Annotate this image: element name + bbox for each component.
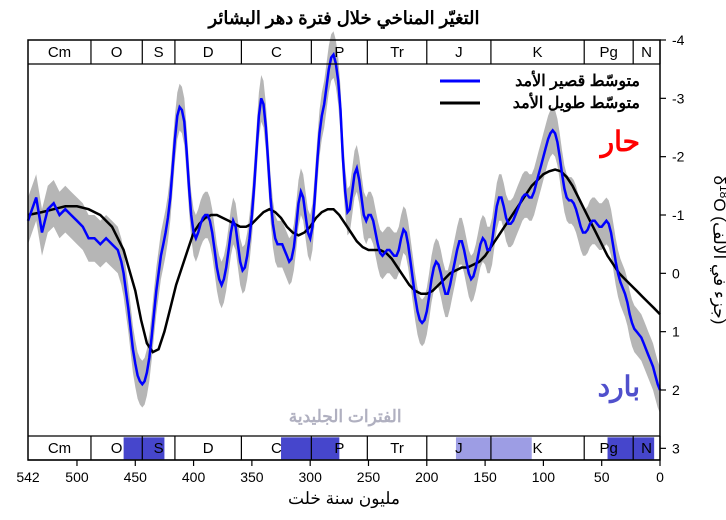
period-Tr: Tr (390, 440, 404, 457)
chart-container: CmOSDCPTrJKPgNCmOSDCPTrJKPgN500450400350… (0, 0, 726, 520)
legend-short: متوسّط قصير الأمد (515, 70, 640, 91)
period-D: D (203, 44, 214, 61)
y-axis-label: δ18O (جزء في الألف) (709, 176, 726, 325)
period-S: S (154, 44, 164, 61)
y-tick: 0 (672, 265, 680, 281)
period-O: O (111, 44, 123, 61)
period-Cm: Cm (48, 44, 71, 61)
period-S: S (154, 440, 164, 457)
y-tick: -2 (672, 149, 685, 165)
x-tick: 0 (656, 469, 664, 485)
x-tick: 200 (415, 469, 439, 485)
x-tick: 450 (124, 469, 148, 485)
x-tick: 350 (240, 469, 264, 485)
period-K: K (533, 440, 543, 457)
period-P: P (334, 44, 344, 61)
x-axis-label: مليون سنة خلت (288, 489, 400, 509)
y-tick: -1 (672, 207, 685, 223)
glacial-label: الفترات الجليدية (289, 407, 402, 427)
x-tick: 100 (532, 469, 556, 485)
y-tick: -4 (672, 32, 685, 48)
x-tick: 542 (16, 469, 40, 485)
glacial-block-2 (456, 437, 532, 459)
x-tick: 300 (299, 469, 323, 485)
x-tick: 400 (182, 469, 206, 485)
period-J: J (455, 44, 463, 61)
period-Cm: Cm (48, 440, 71, 457)
chart-title: التغيّر المناخي خلال فترة دهر البشائر (206, 8, 479, 29)
x-tick: 150 (473, 469, 497, 485)
period-Pg: Pg (600, 44, 618, 61)
y-tick: -3 (672, 90, 685, 106)
period-D: D (203, 440, 214, 457)
x-tick: 50 (594, 469, 610, 485)
y-tick: 1 (672, 324, 680, 340)
period-N: N (641, 440, 652, 457)
period-O: O (111, 440, 123, 457)
period-K: K (533, 44, 543, 61)
x-tick: 500 (65, 469, 89, 485)
hot-label: حار (599, 126, 640, 159)
period-C: C (271, 440, 282, 457)
y-tick: 2 (672, 382, 680, 398)
glacial-block-1 (281, 437, 339, 459)
period-C: C (271, 44, 282, 61)
x-tick: 250 (357, 469, 381, 485)
y-tick: 3 (672, 440, 680, 456)
period-J: J (455, 440, 463, 457)
period-N: N (641, 44, 652, 61)
period-Pg: Pg (600, 440, 618, 457)
period-P: P (334, 440, 344, 457)
legend-long: متوسّط طويل الأمد (513, 92, 640, 113)
period-Tr: Tr (390, 44, 404, 61)
chart-svg: CmOSDCPTrJKPgNCmOSDCPTrJKPgN500450400350… (0, 0, 726, 520)
cold-label: بارد (598, 371, 640, 404)
